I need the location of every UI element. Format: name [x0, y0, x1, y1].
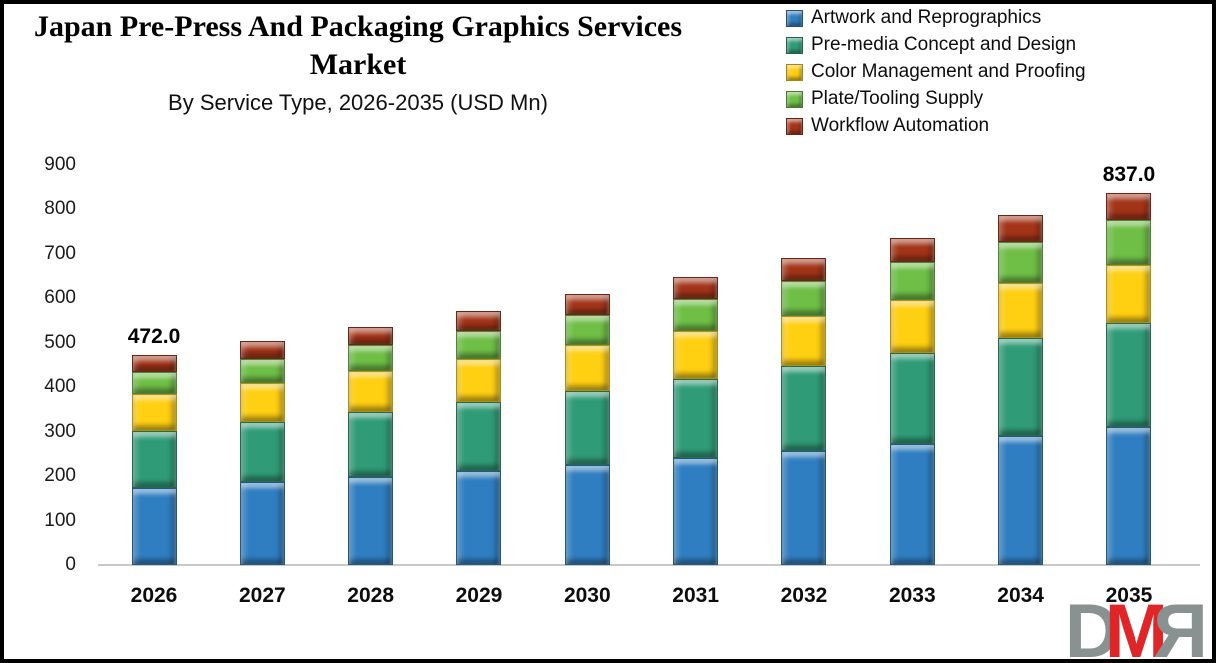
- legend-item-label: Plate/Tooling Supply: [811, 88, 984, 109]
- bar-segment-2032: [781, 451, 827, 565]
- bar-segment-2030: [564, 345, 610, 391]
- chart-subtitle: By Service Type, 2026-2035 (USD Mn): [168, 90, 548, 116]
- legend-swatch-icon: [786, 9, 803, 27]
- logo-letter-r: R: [1153, 588, 1208, 663]
- bar-segment-2033: [889, 237, 935, 263]
- legend-item-label: Workflow Automation: [811, 115, 990, 136]
- bar-segment-2027: [239, 341, 285, 360]
- y-tick-label: 100: [44, 509, 76, 531]
- legend-swatch-icon: [786, 117, 803, 135]
- logo-letter-m: M: [1104, 588, 1169, 663]
- bar-segment-2029: [456, 358, 502, 402]
- x-tick-label: 2031: [672, 584, 719, 607]
- bar-segment-2026: [131, 355, 177, 372]
- bar-total-label: 837.0: [1102, 162, 1156, 186]
- legend-item: Plate/Tooling Supply: [786, 87, 983, 111]
- bar-segment-2026: [131, 487, 177, 565]
- x-tick-label: 2027: [238, 584, 286, 607]
- legend-item-label: Pre-media Concept and Design: [811, 34, 1077, 55]
- bar-segment-2029: [456, 310, 502, 331]
- bar-segment-2027: [239, 421, 285, 483]
- x-tick-label: 2034: [997, 584, 1044, 607]
- bar-segment-2030: [564, 314, 610, 346]
- bar-segment-2033: [889, 300, 935, 353]
- x-tick-label: 2028: [347, 584, 395, 607]
- bar-segment-2027: [239, 482, 285, 565]
- logo-letter-d: D: [1064, 588, 1120, 663]
- y-tick-label: 800: [44, 198, 76, 220]
- bar-segment-2034: [998, 282, 1044, 339]
- dmr-logo: D M R: [1064, 588, 1208, 663]
- bar-segment-2035: [1106, 427, 1152, 565]
- bar-segment-2035: [1106, 265, 1152, 323]
- legend-item: Workflow Automation: [786, 114, 989, 138]
- bar-segment-2029: [456, 471, 502, 565]
- bar-segment-2032: [781, 257, 827, 282]
- x-tick-label: 2035: [1105, 584, 1153, 607]
- bar-segment-2035: [1106, 220, 1152, 266]
- y-tick-label: 200: [44, 465, 76, 487]
- x-tick-label: 2030: [563, 584, 611, 607]
- y-tick-label: 400: [44, 376, 76, 398]
- y-tick-label: 600: [44, 287, 76, 309]
- bar-segment-2031: [673, 379, 719, 459]
- bar-segment-2030: [564, 294, 610, 315]
- x-tick-label: 2033: [888, 584, 936, 607]
- x-tick-label: 2026: [130, 584, 178, 607]
- bar-segment-2029: [456, 401, 502, 472]
- bar-segment-2033: [889, 352, 935, 444]
- bar-segment-2033: [889, 443, 935, 565]
- bar-segment-2028: [348, 345, 394, 371]
- legend-item-label: Color Management and Proofing: [811, 61, 1086, 82]
- y-tick-label: 700: [44, 242, 76, 264]
- x-axis-line: [98, 564, 1200, 566]
- bar-segment-2032: [781, 366, 827, 452]
- bar-segment-2027: [239, 359, 285, 383]
- bar-segment-2030: [564, 390, 610, 465]
- bar-segment-2031: [673, 276, 719, 299]
- bar-segment-2031: [673, 458, 719, 565]
- bar-segment-2026: [131, 393, 177, 432]
- bar-segment-2029: [456, 331, 502, 359]
- bar-segment-2031: [673, 298, 719, 332]
- bar-segment-2026: [131, 371, 177, 394]
- x-tick-label: 2029: [455, 584, 503, 607]
- y-tick-label: 500: [44, 331, 76, 353]
- legend-swatch-icon: [786, 90, 803, 108]
- bar-segment-2034: [998, 435, 1044, 565]
- legend-swatch-icon: [786, 63, 803, 81]
- legend-item: Pre-media Concept and Design: [786, 33, 1076, 57]
- bar-segment-2026: [131, 431, 177, 488]
- legend-item: Color Management and Proofing: [786, 60, 1086, 84]
- bar-segment-2028: [348, 476, 394, 565]
- bar-segment-2032: [781, 281, 827, 317]
- bar-segment-2027: [239, 382, 285, 422]
- legend-swatch-icon: [786, 36, 803, 54]
- bar-segment-2031: [673, 331, 719, 380]
- bar-segment-2034: [998, 241, 1044, 283]
- legend-item: Artwork and Reprographics: [786, 6, 1041, 30]
- x-tick-label: 2032: [780, 584, 828, 607]
- bar-segment-2032: [781, 316, 827, 367]
- bar-segment-2035: [1106, 323, 1152, 428]
- bar-segment-2028: [348, 326, 394, 346]
- bar-segment-2035: [1106, 192, 1152, 221]
- bar-segment-2034: [998, 215, 1044, 242]
- bar-segment-2030: [564, 464, 610, 565]
- chart-title: Japan Pre-Press And Packaging Graphics S…: [33, 10, 683, 82]
- bar-total-label: 472.0: [127, 325, 181, 348]
- y-tick-label: 0: [65, 554, 76, 575]
- bar-segment-2033: [889, 262, 935, 301]
- y-tick-label: 900: [44, 153, 76, 175]
- bar-segment-2028: [348, 411, 394, 477]
- y-tick-label: 300: [44, 420, 76, 442]
- title-block: Japan Pre-Press And Packaging Graphics S…: [8, 8, 708, 116]
- bar-segment-2034: [998, 338, 1044, 436]
- legend-item-label: Artwork and Reprographics: [811, 7, 1042, 28]
- bar-segment-2028: [348, 370, 394, 412]
